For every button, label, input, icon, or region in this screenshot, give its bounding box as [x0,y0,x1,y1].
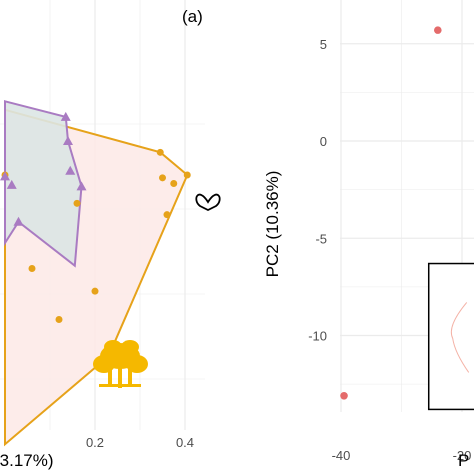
tree-cluster-icon [93,340,148,388]
right-panel: 5 0 -5 -10 -40 -20 PC2 (10.36%) P [263,0,474,470]
right-y-tick-labels: 5 0 -5 -10 [308,37,327,344]
left-x-tick-labels: 0.2 0.4 [86,435,194,450]
right-y-axis-title: PC2 (10.36%) [263,171,282,278]
orange-data-point [170,180,178,187]
purple-data-point [65,165,76,175]
right-x-axis-title: P [458,451,469,470]
left-x-tick-label: 0.4 [176,435,194,450]
right-y-tick-label: -10 [308,329,327,344]
orange-data-point [73,199,81,207]
right-points [340,26,442,400]
purple-data-point [13,216,24,226]
purple-data-point [76,181,87,191]
right-x-tick-labels: -40 -20 [332,448,472,463]
purple-data-point [0,171,10,181]
right-y-tick-label: -5 [315,231,327,246]
orange-data-point [55,316,63,323]
orange-data-point [183,171,191,179]
right-y-tick-label: 0 [320,134,327,149]
orange-data-point [91,287,99,295]
orange-data-point [28,265,36,272]
pca-data-point [340,391,348,400]
right-x-tick-label: -40 [332,448,351,463]
left-panel: 0.2 0.4 (a) (3.17%) [0,0,221,470]
orange-data-point [163,211,171,219]
panel-label: (a) [182,7,203,26]
orange-data-point [159,174,166,182]
orange-data-point [156,148,164,156]
purple-data-point [63,136,73,145]
inset-frame [427,262,474,411]
left-x-tick-label: 0.2 [86,435,104,450]
purple-data-point [6,179,17,189]
left-x-axis-title: (3.17%) [0,451,54,470]
pca-data-point [434,26,442,34]
heart-icon [195,193,221,212]
purple-data-point [60,111,71,121]
right-y-tick-label: 5 [320,37,327,52]
left-points [0,111,191,360]
inset-hull-outline [450,302,470,373]
right-x-tick-label: -20 [453,448,472,463]
